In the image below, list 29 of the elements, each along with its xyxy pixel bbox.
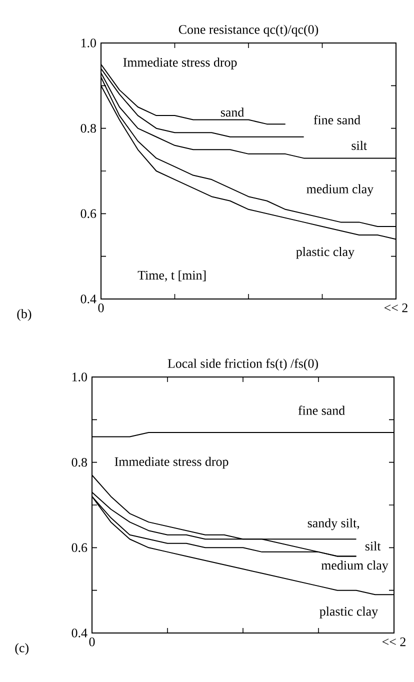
y-tick-label: 0.4 — [72, 628, 88, 638]
y-tick-label: 0.8 — [72, 458, 87, 467]
series-label: plastic clay — [296, 247, 354, 259]
series-label: silt — [352, 140, 367, 150]
y-tick-label: 1.0 — [81, 38, 96, 48]
x-tick-label: << 2 — [384, 304, 408, 312]
x-tick-label: 0 — [98, 304, 104, 312]
legend-label: silt — [365, 541, 381, 551]
y-tick-label: 0.4 — [80, 294, 96, 304]
legend-label: fine sand — [314, 115, 360, 124]
x-axis-title: Time, t [min] — [138, 270, 206, 282]
chart-title: Cone resistance qc(t)/qc(0) — [178, 24, 318, 36]
series-label: sand — [220, 108, 244, 117]
series-label: medium clay — [321, 560, 388, 572]
y-tick-label: 0.6 — [72, 543, 88, 552]
y-tick-label: 1.0 — [72, 372, 87, 382]
series-label: fine sand — [298, 406, 345, 415]
y-tick-label: 0.8 — [80, 124, 96, 133]
y-tick-label: 0.6 — [80, 209, 96, 218]
x-tick-label: << 2 — [382, 638, 406, 646]
series-label: sandy silt, — [308, 518, 360, 530]
annotation: Immediate stress drop — [114, 456, 228, 469]
series-label: medium clay — [306, 184, 374, 196]
annotation: Immediate stress drop — [123, 58, 237, 70]
chart-title: Local side friction fs(t) /fs(0) — [168, 358, 318, 371]
series-label: plastic clay — [320, 606, 378, 618]
x-tick-label: 0 — [89, 638, 95, 646]
text: (b) — [17, 309, 32, 321]
text: (c) — [15, 643, 28, 655]
